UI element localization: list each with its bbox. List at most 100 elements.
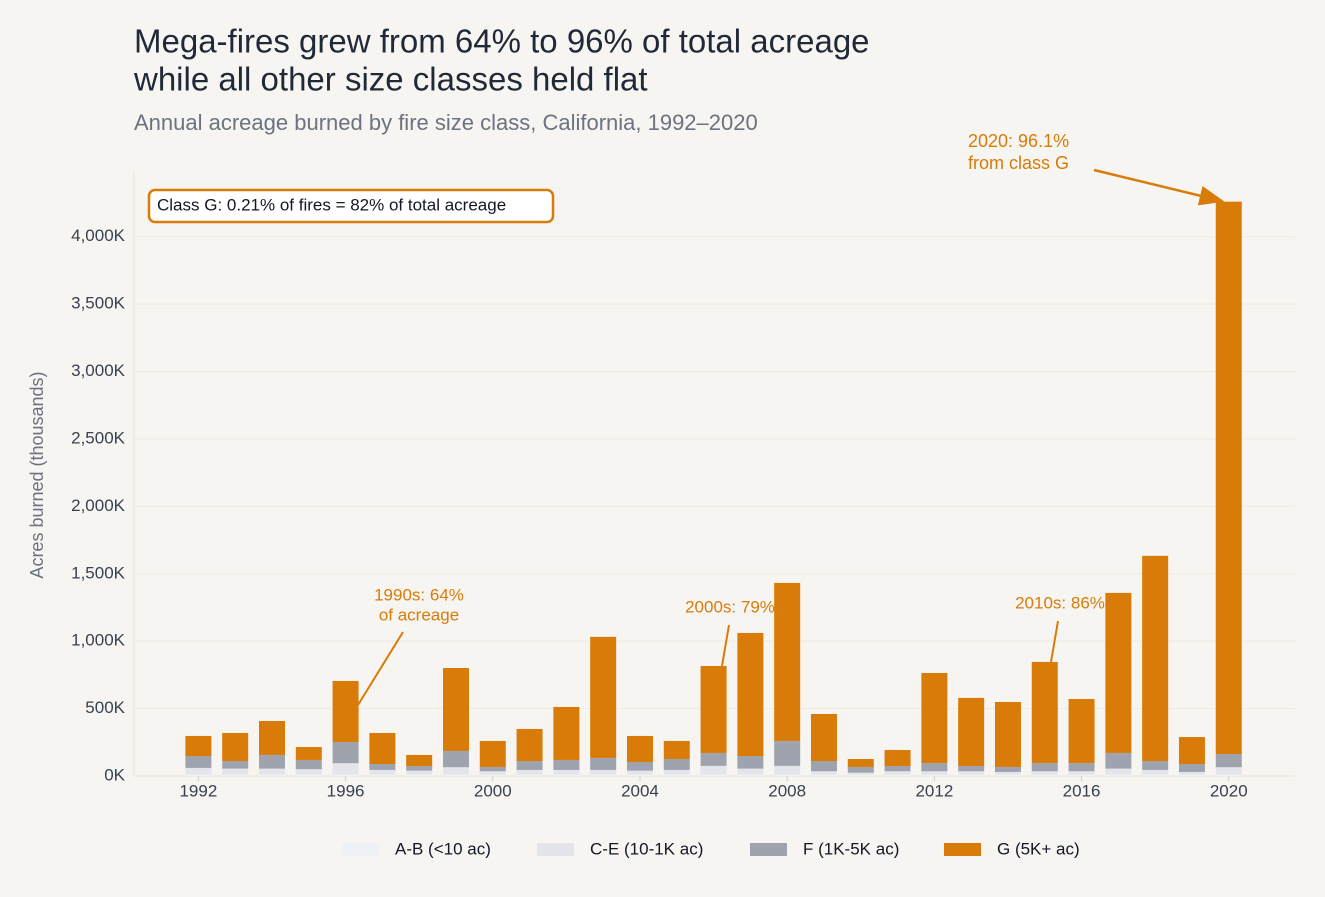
bar-segment: [1142, 774, 1169, 776]
bar-segment: [185, 767, 212, 775]
bar-segment: [258, 774, 285, 776]
bar-segment: [442, 750, 469, 768]
annotation-line: [721, 624, 730, 667]
bar-segment: [921, 672, 948, 764]
y-tick-label: 1,500K: [71, 563, 126, 582]
bar-segment: [884, 766, 911, 772]
bar-segment: [1215, 774, 1242, 776]
bar-segment: [295, 747, 322, 760]
bar-segment: [700, 752, 727, 766]
bar-segment: [884, 774, 911, 776]
annotation: 2000s: 79%: [685, 597, 775, 616]
annotation: Class G: 0.21% of fires = 82% of total a…: [157, 195, 506, 214]
bar-segment: [737, 768, 764, 775]
bar-segment: [847, 772, 874, 775]
bar-segment: [810, 761, 837, 772]
bar-segment: [994, 774, 1021, 776]
bar-segment: [553, 769, 580, 775]
annotation: 2020: 96.1%: [968, 131, 1069, 151]
bar-segment: [516, 774, 543, 776]
x-tick-label: 2004: [621, 781, 659, 800]
annotation-arrow: [1093, 168, 1225, 206]
bar-segment: [1031, 763, 1058, 772]
bar-segment: [406, 774, 433, 776]
bar-segment: [1142, 555, 1169, 762]
bar-segment: [1215, 767, 1242, 775]
bar-segment: [222, 768, 249, 775]
bar-segment: [810, 713, 837, 762]
annotation: 2010s: 86%: [1015, 593, 1105, 612]
y-tick-label: 0K: [104, 765, 125, 784]
x-tick-label: 2000: [474, 781, 512, 800]
x-tick-label: 1996: [327, 781, 365, 800]
bar-segment: [700, 665, 727, 753]
y-axis-label: Acres burned (thousands): [27, 371, 47, 578]
bar-segment: [958, 766, 985, 772]
bar-segment: [516, 769, 543, 775]
bar-segment: [921, 763, 948, 772]
x-tick-label: 2016: [1063, 781, 1101, 800]
y-tick-label: 2,000K: [71, 496, 126, 515]
bar-segment: [1031, 771, 1058, 775]
bar-segment: [332, 763, 359, 775]
bar-segment: [700, 765, 727, 775]
bar-segment: [737, 632, 764, 757]
bar-segment: [369, 769, 396, 775]
x-tick-label: 1992: [179, 781, 217, 800]
bar-segment: [663, 774, 690, 776]
legend-swatch: [342, 843, 379, 856]
annotation: from class G: [968, 153, 1069, 173]
bar-segment: [222, 761, 249, 769]
bar-segment: [222, 774, 249, 776]
bar-segment: [516, 761, 543, 770]
bar-segment: [369, 774, 396, 776]
title: Mega-fires grew from 64% to 96% of total…: [134, 23, 870, 60]
bar-segment: [626, 774, 653, 776]
bar-segment: [810, 774, 837, 776]
bar-segment: [1105, 752, 1132, 769]
bar-segment: [1142, 761, 1169, 770]
bar-segment: [663, 740, 690, 760]
bar-segment: [663, 759, 690, 770]
y-tick-label: 1,000K: [71, 631, 126, 650]
bar-segment: [1215, 201, 1242, 755]
bar-segment: [406, 770, 433, 775]
bar-segment: [332, 680, 359, 743]
bar-segment: [921, 771, 948, 775]
legend-label: C-E (10-1K ac): [590, 839, 703, 858]
bar-segment: [222, 732, 249, 762]
bar-segment: [774, 740, 801, 766]
bar-segment: [295, 774, 322, 776]
bar-segment: [295, 759, 322, 770]
bar-segment: [1068, 774, 1095, 776]
bar-segment: [958, 774, 985, 776]
bar-segment: [626, 770, 653, 775]
bar-segment: [737, 756, 764, 769]
bar-segment: [590, 636, 617, 758]
bar-segment: [1105, 592, 1132, 753]
annotation: of acreage: [379, 605, 459, 624]
annotation: 1990s: 64%: [374, 585, 464, 604]
bar-segment: [958, 697, 985, 767]
legend-label: A-B (<10 ac): [395, 839, 491, 858]
annotation-box: [147, 188, 555, 224]
bar-segment: [590, 769, 617, 775]
y-tick-label: 2,500K: [71, 428, 126, 447]
bar-segment: [332, 774, 359, 776]
bar-segment: [258, 768, 285, 775]
x-tick-label: 2020: [1210, 781, 1248, 800]
legend-swatch: [537, 843, 574, 856]
bar-segment: [295, 769, 322, 775]
bar-segment: [1068, 763, 1095, 772]
bar-segment: [479, 766, 506, 772]
bar-segment: [810, 771, 837, 775]
bar-segment: [1068, 699, 1095, 764]
bar-segment: [847, 774, 874, 776]
y-tick-label: 500K: [85, 698, 125, 717]
bar-segment: [994, 766, 1021, 772]
x-tick-label: 2012: [915, 781, 953, 800]
legend-swatch: [944, 843, 981, 856]
y-tick-label: 3,500K: [71, 294, 126, 313]
bar-segment: [442, 774, 469, 776]
